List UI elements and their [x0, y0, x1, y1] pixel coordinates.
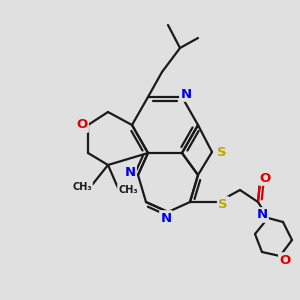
Text: N: N: [256, 208, 268, 221]
Text: CH₃: CH₃: [72, 182, 92, 192]
Text: N: N: [124, 167, 136, 179]
Text: O: O: [279, 254, 291, 266]
Text: O: O: [260, 172, 271, 184]
Text: S: S: [218, 197, 228, 211]
Text: N: N: [160, 212, 172, 224]
Text: O: O: [76, 118, 88, 131]
Text: CH₃: CH₃: [118, 185, 138, 195]
Text: S: S: [217, 146, 227, 160]
Text: N: N: [180, 88, 192, 100]
